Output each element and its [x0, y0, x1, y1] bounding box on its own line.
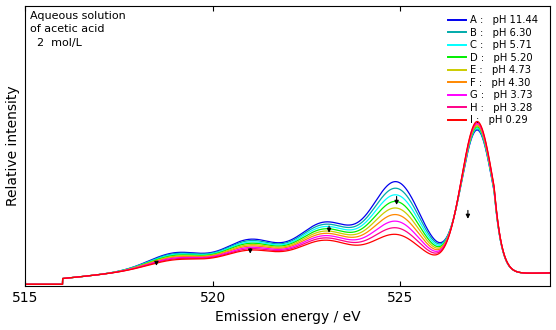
Legend: A :   pH 11.44, B :   pH 6.30, C :   pH 5.71, D :   pH 5.20, E :   pH 4.73, F : : A : pH 11.44, B : pH 6.30, C : pH 5.71, … [444, 11, 542, 129]
Text: Aqueous solution
of acetic acid
  2  mol/L: Aqueous solution of acetic acid 2 mol/L [31, 11, 126, 48]
Y-axis label: Relative intensity: Relative intensity [6, 85, 19, 206]
X-axis label: Emission energy / eV: Emission energy / eV [215, 311, 361, 324]
